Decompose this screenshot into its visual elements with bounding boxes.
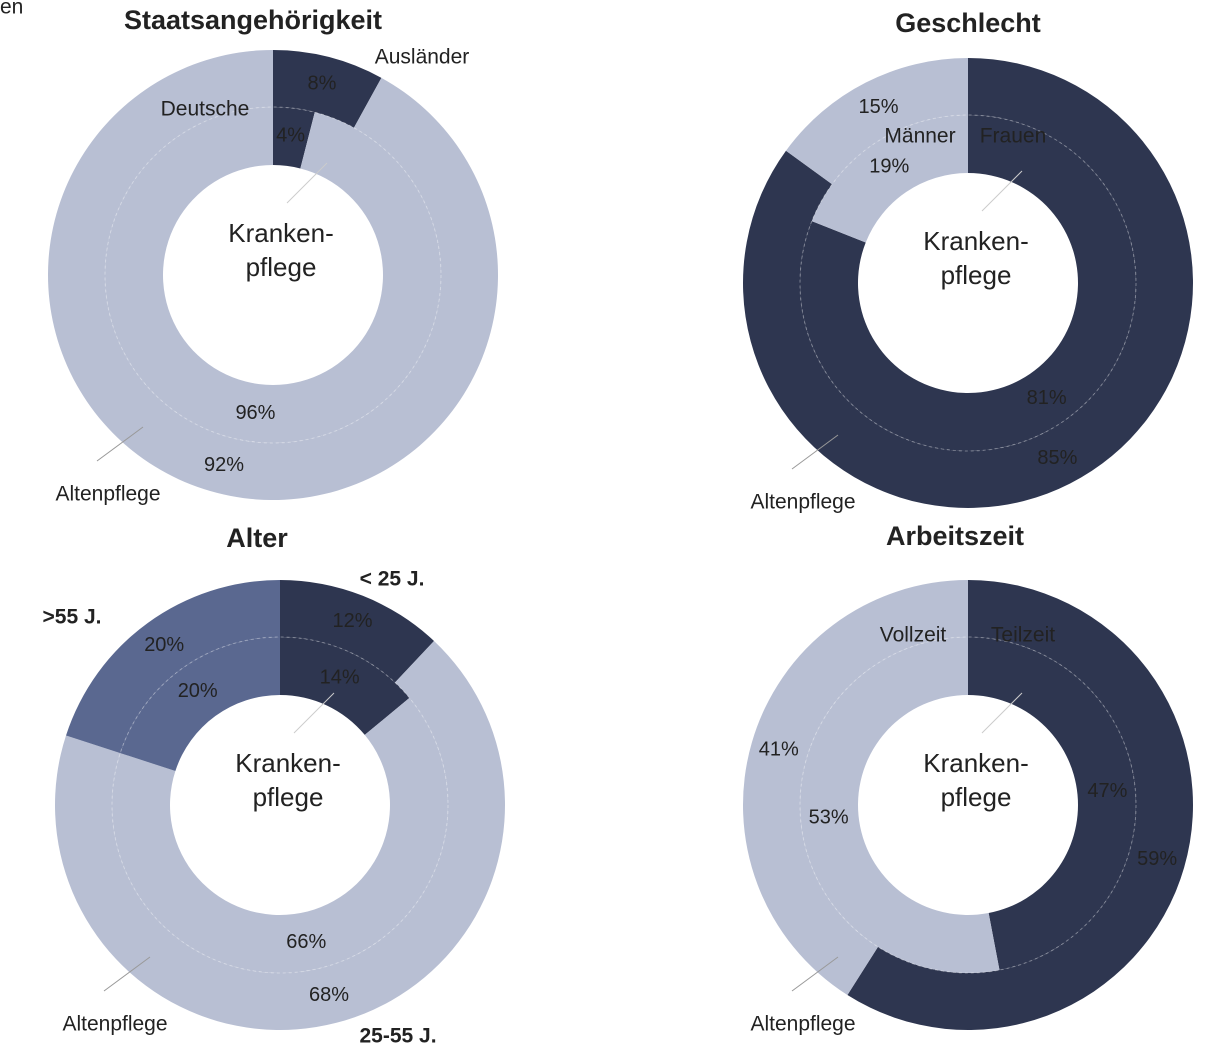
ring-label: Altenpflege — [750, 491, 855, 514]
category-label: Männer — [884, 125, 955, 148]
category-label: Vollzeit — [880, 624, 947, 647]
donut-segment — [273, 50, 382, 128]
value-label: 92% — [204, 454, 244, 476]
category-label: < 25 J. — [360, 568, 425, 591]
ring-label-line: pflege — [253, 782, 324, 812]
leader-line — [791, 956, 839, 992]
value-label: 53% — [809, 806, 849, 828]
donut-segment — [66, 580, 280, 754]
leader-line — [293, 692, 335, 734]
ring-label-line: Kranken- — [235, 748, 341, 778]
value-label: 47% — [1087, 780, 1127, 802]
donut-segment — [280, 637, 410, 735]
donut-segment — [280, 580, 435, 683]
value-label: 12% — [333, 610, 373, 632]
donut-segment — [785, 58, 968, 185]
donut-segment — [847, 580, 1193, 1030]
annotation: en — [0, 0, 23, 19]
value-label: 15% — [859, 96, 899, 118]
category-label: 25-55 J. — [359, 1025, 436, 1048]
ring-divider — [111, 636, 449, 974]
chart-title: Arbeitszeit — [886, 521, 1024, 551]
donut-segment — [111, 697, 448, 973]
ring-divider — [799, 636, 1137, 974]
ring-label-line: pflege — [246, 252, 317, 282]
value-label: 81% — [1027, 387, 1067, 409]
ring-label-line: pflege — [941, 782, 1012, 812]
ring-label: Kranken-pflege — [228, 218, 334, 282]
ring-label-line: pflege — [941, 260, 1012, 290]
category-label: Frauen — [980, 125, 1047, 148]
category-label: Deutsche — [161, 98, 250, 121]
category-label: Ausländer — [375, 46, 470, 69]
value-label: 4% — [276, 124, 305, 146]
donut-segment — [120, 637, 280, 772]
value-label: 20% — [144, 634, 184, 656]
ring-divider — [799, 114, 1137, 452]
donut-segment — [968, 637, 1136, 971]
leader-line — [96, 426, 144, 462]
value-label: 85% — [1037, 447, 1077, 469]
value-label: 8% — [308, 72, 337, 94]
ring-label: Altenpflege — [55, 483, 160, 506]
ring-label-line: Kranken- — [923, 226, 1029, 256]
value-label: 14% — [320, 667, 360, 689]
category-label: Teilzeit — [991, 624, 1055, 647]
value-label: 19% — [869, 155, 909, 177]
ring-label: Kranken-pflege — [923, 748, 1029, 812]
ring-label-line: Kranken- — [228, 218, 334, 248]
donut-segment — [800, 115, 1136, 452]
ring-divider — [104, 106, 442, 444]
chart-title: Staatsangehörigkeit — [124, 5, 382, 35]
value-label: 66% — [286, 931, 326, 953]
leader-line — [791, 434, 839, 470]
leader-line — [103, 956, 151, 992]
value-label: 96% — [235, 402, 275, 424]
leader-line — [286, 162, 328, 204]
value-label: 59% — [1137, 848, 1177, 870]
ring-label: Altenpflege — [750, 1013, 855, 1036]
ring-label: Altenpflege — [62, 1013, 167, 1036]
leader-line — [981, 170, 1023, 212]
leader-line — [981, 692, 1023, 734]
ring-label: Kranken-pflege — [235, 748, 341, 812]
donut-segment — [743, 580, 968, 995]
donut-segment — [105, 107, 442, 443]
value-label: 20% — [178, 680, 218, 702]
chart-title: Alter — [226, 523, 288, 553]
donut-segment — [799, 637, 1000, 973]
donut-segment — [55, 640, 505, 1031]
category-label: >55 J. — [43, 606, 102, 629]
ring-label-line: Kranken- — [923, 748, 1029, 778]
chart-title: Geschlecht — [895, 8, 1041, 38]
donut-segment — [811, 115, 968, 243]
donut-segment — [273, 107, 315, 169]
value-label: 41% — [759, 738, 799, 760]
value-label: 68% — [309, 984, 349, 1006]
ring-label: Kranken-pflege — [923, 226, 1029, 290]
